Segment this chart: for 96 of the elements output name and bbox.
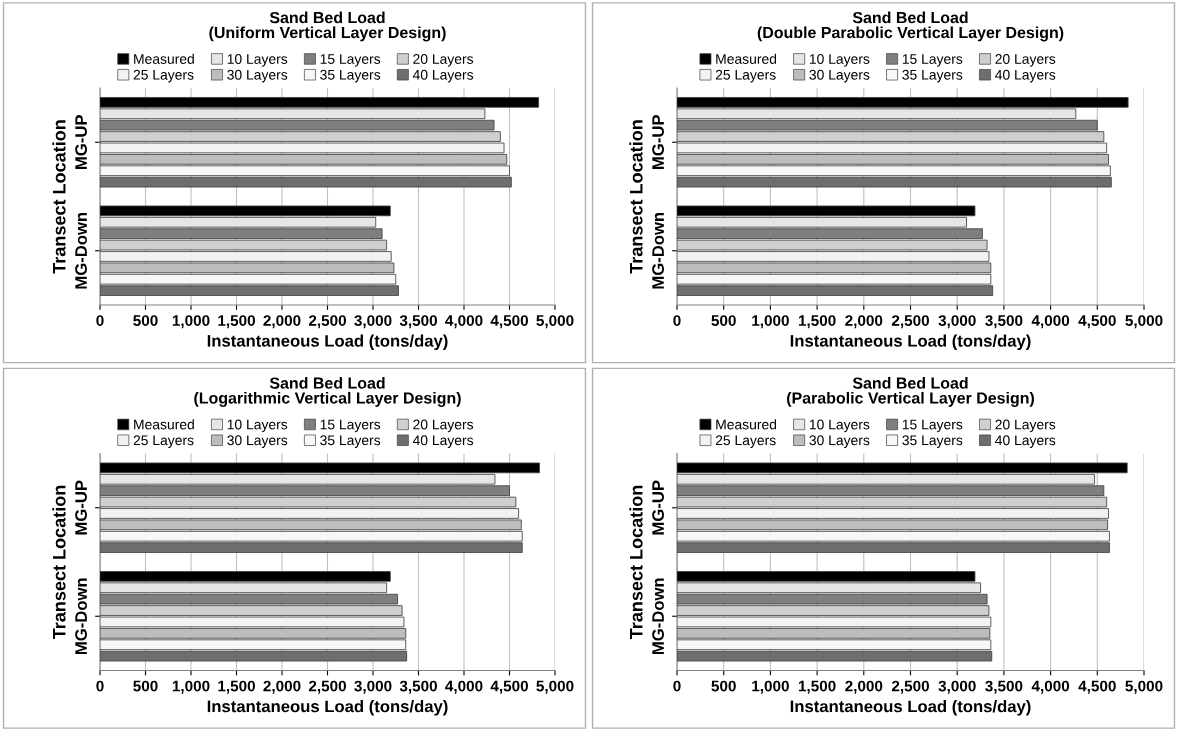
x-tick-label: 4,500: [1078, 315, 1116, 329]
x-tick-label: 1,000: [752, 680, 789, 694]
x-tick-label: 1,000: [172, 315, 210, 329]
y-axis-title: Transect Location: [629, 120, 643, 274]
x-tick-label: 500: [711, 315, 736, 326]
legend-label: Measured: [134, 419, 194, 430]
legend-label: Measured: [716, 419, 777, 430]
x-tick-label: 2,500: [308, 680, 346, 694]
legend-label: Measured: [716, 53, 777, 64]
y-axis-title: Transect Location: [52, 485, 66, 640]
y-tick-label: MG-UP: [75, 480, 87, 535]
chart-title: Sand Bed Load (Logarithmic Vertical Layer Design): [194, 377, 461, 407]
y-tick-label: MG-Down: [652, 578, 664, 655]
x-tick-label: 0: [96, 680, 104, 692]
legend-label: 30 Layers: [809, 435, 870, 448]
x-tick-label: 4,000: [1031, 680, 1070, 694]
x-tick-label: 0: [673, 315, 681, 326]
legend-label: 40 Layers: [412, 435, 474, 448]
legend-label: 35 Layers: [902, 69, 963, 83]
legend-label: 10 Layers: [227, 419, 288, 433]
x-tick-label: 5,000: [536, 680, 574, 694]
x-tick-label: 2,500: [308, 315, 346, 329]
legend-label: 20 Layers: [413, 419, 474, 433]
x-tick-label: 3,000: [354, 680, 392, 694]
x-tick-label: 500: [711, 680, 736, 692]
y-tick-label: MG-UP: [75, 115, 87, 169]
legend-label: 10 Layers: [809, 419, 870, 433]
x-tick-label: 3,500: [985, 680, 1023, 694]
legend-label: 35 Layers: [320, 69, 381, 83]
x-tick-label: 3,000: [938, 315, 976, 329]
x-tick-label: 2,000: [845, 315, 883, 329]
x-tick-label: 2,000: [845, 680, 883, 694]
legend-label: 30 Layers: [809, 69, 870, 83]
legend-label: 25 Layers: [133, 69, 194, 83]
x-tick-label: 500: [133, 315, 158, 326]
x-axis-title: Instantaneous Load (tons/day): [207, 334, 448, 351]
legend-label: 40 Layers: [412, 69, 474, 83]
x-tick-label: 3,500: [399, 680, 437, 694]
x-tick-label: 4,500: [490, 680, 528, 694]
x-tick-label: 1,500: [218, 315, 255, 329]
legend-label: 15 Layers: [320, 419, 381, 433]
x-tick-label: 3,000: [938, 680, 976, 694]
y-axis-title: Transect Location: [52, 120, 66, 274]
legend-label: 15 Layers: [902, 419, 963, 433]
legend-label: 15 Layers: [320, 54, 381, 67]
legend-label: 35 Layers: [902, 435, 963, 448]
x-axis-title: Instantaneous Load (tons/day): [790, 334, 1031, 351]
x-tick-label: 2,000: [263, 315, 301, 329]
legend-label: 10 Layers: [809, 54, 870, 67]
y-axis-title: Transect Location: [629, 485, 643, 640]
x-tick-label: 1,500: [218, 680, 255, 694]
x-tick-label: 5,000: [1125, 315, 1163, 329]
x-tick-label: 1,000: [172, 680, 210, 694]
x-tick-label: 5,000: [536, 315, 574, 329]
y-tick-label: MG-UP: [652, 115, 664, 169]
legend-label: 35 Layers: [320, 435, 381, 448]
chart-title: Sand Bed Load (Uniform Vertical Layer Design): [209, 11, 446, 42]
x-tick-label: 1,000: [752, 315, 789, 329]
x-tick-label: 0: [96, 315, 104, 326]
x-tick-label: 1,500: [798, 680, 836, 694]
x-tick-label: 2,000: [263, 680, 301, 694]
x-tick-label: 2,500: [891, 315, 929, 329]
x-tick-label: 4,000: [445, 680, 483, 694]
y-tick-label: MG-UP: [652, 480, 664, 535]
y-tick-label: MG-Down: [652, 212, 664, 289]
x-tick-label: 4,500: [490, 315, 528, 329]
x-tick-label: 0: [673, 680, 681, 692]
legend-label: 10 Layers: [227, 54, 288, 67]
legend-label: 25 Layers: [133, 435, 194, 448]
legend-label: 40 Layers: [995, 69, 1056, 83]
x-tick-label: 1,500: [798, 315, 836, 329]
legend-label: 30 Layers: [227, 69, 288, 83]
y-tick-label: MG-Down: [75, 578, 87, 655]
legend-label: 40 Layers: [995, 435, 1056, 448]
legend-label: 20 Layers: [995, 54, 1056, 67]
x-tick-label: 5,000: [1125, 680, 1163, 694]
x-tick-label: 3,500: [399, 315, 437, 329]
legend-label: 20 Layers: [995, 419, 1056, 433]
x-tick-label: 2,500: [891, 680, 929, 694]
x-tick-label: 500: [133, 680, 158, 692]
x-axis-title: Instantaneous Load (tons/day): [790, 700, 1031, 716]
legend-label: 20 Layers: [413, 54, 474, 67]
x-tick-label: 4,500: [1078, 680, 1116, 694]
x-tick-label: 4,000: [445, 315, 483, 329]
x-tick-label: 4,000: [1031, 315, 1070, 329]
legend-label: 30 Layers: [227, 435, 288, 448]
legend-label: Measured: [134, 53, 194, 64]
x-tick-label: 3,000: [354, 315, 392, 329]
legend-label: 25 Layers: [715, 69, 776, 83]
legend-label: 15 Layers: [902, 54, 963, 67]
x-tick-label: 3,500: [985, 315, 1023, 329]
x-axis-title: Instantaneous Load (tons/day): [207, 700, 448, 716]
chart-title: Sand Bed Load (Double Parabolic Vertical Layer Design): [757, 11, 1064, 42]
chart-title: Sand Bed Load (Parabolic Vertical Layer Design): [787, 377, 1034, 407]
y-tick-label: MG-Down: [75, 212, 87, 289]
legend-label: 25 Layers: [715, 435, 776, 448]
